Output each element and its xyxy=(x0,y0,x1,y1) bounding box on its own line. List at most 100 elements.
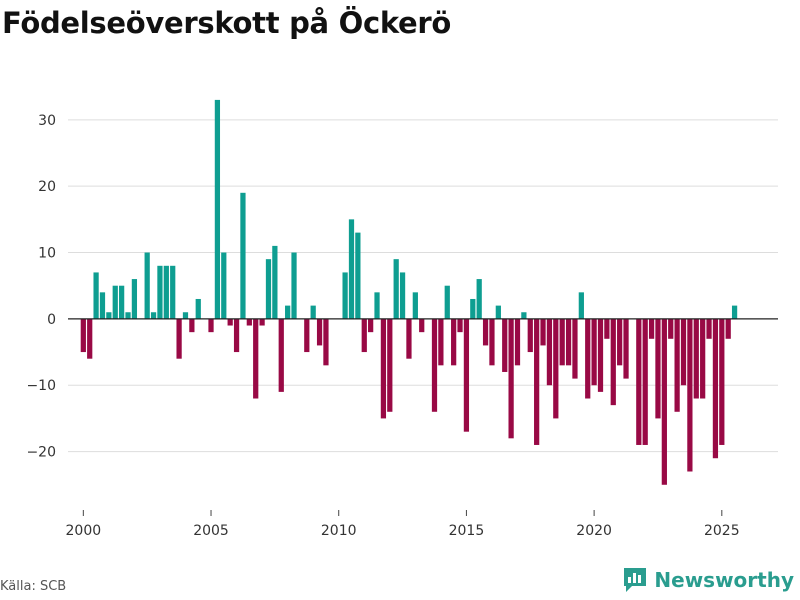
bar xyxy=(604,318,610,339)
bar xyxy=(233,318,240,353)
bar xyxy=(489,318,495,366)
bar xyxy=(642,318,648,445)
x-tick-label: 2010 xyxy=(321,523,357,539)
bar xyxy=(87,318,93,359)
bar xyxy=(406,318,412,359)
bar xyxy=(316,318,323,346)
bar xyxy=(112,285,118,319)
bar xyxy=(502,318,508,372)
bar xyxy=(304,318,310,353)
bar xyxy=(470,298,476,319)
bar xyxy=(221,252,227,319)
bar xyxy=(80,318,86,353)
bar xyxy=(623,318,629,379)
bar xyxy=(495,305,501,319)
bar xyxy=(272,245,278,319)
x-tick-label: 2025 xyxy=(704,523,740,539)
bar xyxy=(617,318,623,366)
y-tick-label: 30 xyxy=(38,113,56,129)
bar xyxy=(195,298,201,319)
bar xyxy=(387,318,393,412)
bar xyxy=(361,318,367,353)
bar xyxy=(508,318,514,439)
y-tick-label: −10 xyxy=(26,378,56,394)
bar xyxy=(144,252,150,319)
bar xyxy=(597,318,604,392)
bar xyxy=(278,318,284,392)
bar xyxy=(119,285,125,319)
bar xyxy=(419,318,425,333)
bar xyxy=(572,318,578,379)
bar xyxy=(323,318,329,366)
bar xyxy=(259,318,265,326)
bar xyxy=(399,272,406,319)
bar xyxy=(431,318,438,412)
bar xyxy=(731,305,738,319)
bar xyxy=(131,279,138,319)
x-tick-label: 2020 xyxy=(576,523,612,539)
bar xyxy=(610,318,616,406)
bar xyxy=(368,318,374,333)
bar xyxy=(655,318,661,419)
x-tick-label: 2005 xyxy=(193,523,229,539)
bar xyxy=(674,318,680,412)
bar xyxy=(291,252,297,319)
bar xyxy=(214,99,221,319)
bar xyxy=(527,318,533,353)
chart-title: Födelseöverskott på Öckerö xyxy=(2,6,452,40)
grid-lines xyxy=(68,119,778,453)
bar xyxy=(540,318,546,346)
bar xyxy=(182,312,189,319)
bar xyxy=(514,318,521,366)
bar xyxy=(150,312,157,319)
bar xyxy=(534,318,540,445)
bar xyxy=(163,265,169,319)
bar xyxy=(719,318,725,445)
y-tick-label: −20 xyxy=(26,445,56,461)
bar xyxy=(444,285,450,319)
bar xyxy=(157,265,163,319)
bar xyxy=(189,318,195,333)
bar xyxy=(585,318,591,399)
bar xyxy=(636,318,642,445)
bar xyxy=(99,292,106,319)
bar xyxy=(246,318,252,326)
bar xyxy=(546,318,553,386)
bar xyxy=(578,292,584,319)
bar xyxy=(457,318,463,333)
bar xyxy=(463,318,470,432)
y-tick-label: 10 xyxy=(38,246,56,262)
source-note: Källa: SCB xyxy=(0,579,67,594)
bar xyxy=(374,292,380,319)
bar xyxy=(559,318,565,366)
bar xyxy=(208,318,214,333)
bar xyxy=(125,312,131,319)
bar xyxy=(706,318,712,339)
bar xyxy=(393,259,399,319)
bar xyxy=(451,318,457,366)
bar xyxy=(93,272,99,319)
bar xyxy=(253,318,259,399)
bar xyxy=(712,318,719,459)
y-tick-label: 0 xyxy=(47,312,56,328)
y-tick-label: 20 xyxy=(38,179,56,195)
bar xyxy=(687,318,693,472)
bar xyxy=(661,318,667,485)
brand-logo[interactable]: Newsworthy xyxy=(622,566,794,594)
x-axis: 2000 2005 2010 2015 2020 2025 xyxy=(66,510,740,539)
bar xyxy=(591,318,597,386)
bar xyxy=(476,279,482,319)
bar xyxy=(348,219,355,319)
bar xyxy=(310,305,316,319)
bar xyxy=(106,312,112,319)
bar xyxy=(680,318,687,386)
bar xyxy=(565,318,572,366)
bar xyxy=(438,318,444,366)
bar-series xyxy=(80,99,738,485)
bar xyxy=(240,192,246,319)
bar xyxy=(170,265,176,319)
y-axis: −20 −10 0 10 20 30 xyxy=(26,113,56,461)
bar xyxy=(693,318,699,399)
bar xyxy=(553,318,559,419)
